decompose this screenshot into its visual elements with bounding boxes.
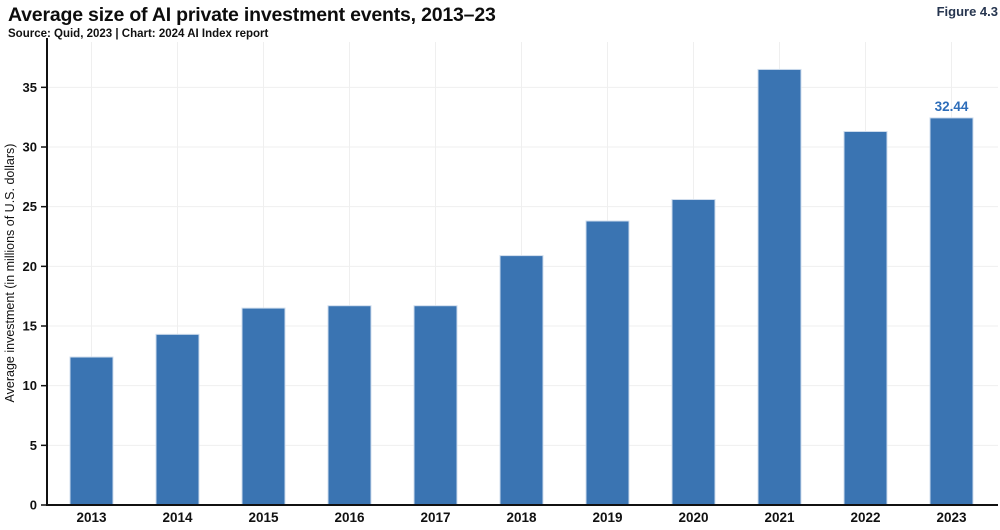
bar-2022 xyxy=(843,130,888,506)
bar-2021 xyxy=(757,68,802,506)
x-tick-label-2018: 2018 xyxy=(506,510,537,525)
bar-2014 xyxy=(155,333,200,506)
bar-2020 xyxy=(671,199,716,506)
x-tick-label-2019: 2019 xyxy=(592,510,622,525)
bar-2015 xyxy=(241,307,286,506)
bar-2019 xyxy=(585,220,630,506)
x-tick-label-2015: 2015 xyxy=(248,510,279,525)
bar-value-label-2023: 32.44 xyxy=(935,99,969,114)
bar-2017 xyxy=(413,305,458,506)
x-tick-label-2021: 2021 xyxy=(764,510,795,525)
x-tick-label-2023: 2023 xyxy=(936,510,967,525)
x-tick-label-2013: 2013 xyxy=(76,510,107,525)
bar-2016 xyxy=(327,305,372,506)
y-tick-label: 10 xyxy=(23,378,37,393)
figure-label: Figure 4.3 xyxy=(936,4,998,19)
x-tick-label-2022: 2022 xyxy=(850,510,880,525)
chart-title: Average size of AI private investment ev… xyxy=(8,4,496,26)
bar-2013 xyxy=(69,356,114,506)
y-tick-label: 5 xyxy=(30,438,37,453)
y-tick-label: 35 xyxy=(23,80,37,95)
y-tick-label: 20 xyxy=(23,259,37,274)
y-tick-label: 15 xyxy=(23,319,37,334)
x-tick-label-2020: 2020 xyxy=(678,510,708,525)
y-tick-label: 25 xyxy=(23,199,37,214)
y-axis-title: Average investment (in millions of U.S. … xyxy=(3,144,17,403)
x-tick-label-2016: 2016 xyxy=(334,510,365,525)
bar-2023 xyxy=(929,117,974,506)
chart-source: Source: Quid, 2023 | Chart: 2024 AI Inde… xyxy=(8,28,269,40)
y-tick-label: 30 xyxy=(23,140,37,155)
bar-2018 xyxy=(499,255,544,506)
y-tick-label: 0 xyxy=(30,498,37,513)
x-tick-label-2014: 2014 xyxy=(162,510,193,525)
x-tick-label-2017: 2017 xyxy=(420,510,450,525)
